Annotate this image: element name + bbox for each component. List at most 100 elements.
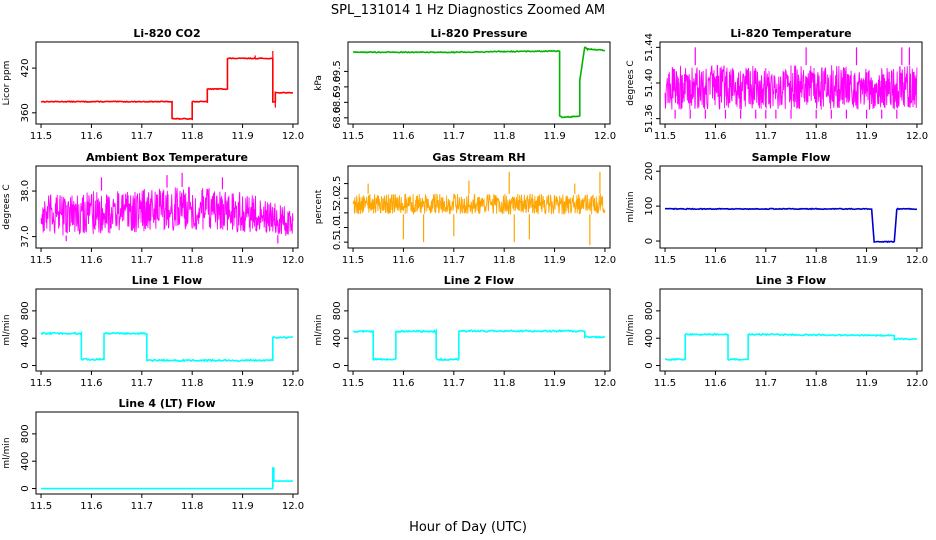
panel-title: Li-820 Pressure	[431, 27, 528, 40]
series-line	[664, 332, 918, 362]
x-tick-label: 11.6	[80, 131, 102, 142]
y-axis-label: degrees C	[626, 60, 636, 105]
y-axis-label: kPa	[314, 75, 324, 91]
x-tick-label: 11.6	[704, 131, 726, 142]
x-tick-label: 11.9	[543, 131, 565, 142]
x-tick-label: 11.7	[443, 378, 465, 389]
x-tick-label: 12.0	[282, 131, 304, 142]
x-tick-label: 11.7	[755, 378, 777, 389]
chart-panel: Line 1 Flow ml/min 11.5 11.6 11.7 11.8 11.9 12.…	[2, 274, 304, 389]
chart-panel: Line 2 Flow ml/min 11.5 11.6 11.7 11.8 11.9 12.…	[314, 274, 616, 389]
y-tick-label: 1.5	[332, 205, 343, 221]
x-tick-label: 11.5	[654, 378, 676, 389]
x-tick-label: 12.0	[594, 255, 616, 266]
y-tick-label: 0	[20, 362, 31, 368]
x-tick-label: 11.9	[231, 501, 253, 512]
y-tick-label: 800	[20, 301, 31, 320]
x-tick-label: 11.6	[392, 255, 414, 266]
y-axis-label: ml/min	[2, 314, 12, 345]
y-tick-label: 51.40	[644, 69, 655, 98]
x-tick-label: 11.8	[493, 378, 515, 389]
x-tick-label: 12.0	[282, 255, 304, 266]
x-tick-label: 11.9	[543, 378, 565, 389]
x-tick-label: 11.7	[131, 255, 153, 266]
y-tick-label: 68.0	[332, 107, 343, 129]
panel-title: Line 2 Flow	[444, 274, 514, 287]
plot-frame	[347, 41, 611, 125]
x-tick-label: 12.0	[594, 131, 616, 142]
panel-title: Gas Stream RH	[432, 151, 525, 164]
y-tick-label: 100	[644, 197, 655, 216]
chart-panel: Li-820 Temperature degrees C 11.5 11.6 11.7 1…	[626, 27, 928, 142]
series-line	[40, 57, 294, 121]
panel-title: Sample Flow	[752, 151, 831, 164]
x-tick-label: 11.6	[392, 378, 414, 389]
y-axis-label: ml/min	[626, 314, 636, 345]
x-tick-label: 11.9	[855, 131, 877, 142]
data-layer	[352, 328, 606, 362]
plot-frame	[347, 165, 611, 249]
series-line	[41, 467, 293, 490]
x-tick-label: 11.5	[30, 255, 52, 266]
plot-frame	[35, 41, 299, 125]
panel-title: Li-820 Temperature	[730, 27, 851, 40]
y-tick-label: 800	[332, 301, 343, 320]
x-tick-label: 11.5	[342, 255, 364, 266]
chart-panel: Line 4 (LT) Flow ml/min 11.5 11.6 11.7 11.8 11…	[2, 397, 304, 512]
y-tick-label: 2.5	[332, 176, 343, 192]
plot-frame	[35, 411, 299, 495]
y-tick-label: 69.0	[332, 76, 343, 98]
x-tick-label: 11.9	[855, 378, 877, 389]
y-tick-label: 0	[644, 362, 655, 368]
x-tick-label: 11.6	[80, 378, 102, 389]
x-tick-label: 11.6	[80, 255, 102, 266]
panel-title: Line 1 Flow	[132, 274, 202, 287]
y-tick-label: 800	[644, 301, 655, 320]
panel-title: Li-820 CO2	[133, 27, 200, 40]
y-tick-label: 360	[20, 103, 31, 122]
x-tick-label: 11.9	[855, 255, 877, 266]
chart-panel: Li-820 CO2 Licor ppm 11.5 11.6 11.7 11.8 11.9 1…	[2, 27, 304, 142]
x-tick-label: 11.7	[755, 131, 777, 142]
x-tick-label: 11.6	[704, 378, 726, 389]
y-tick-label: 37.0	[20, 225, 31, 247]
x-tick-label: 11.6	[80, 501, 102, 512]
data-layer	[40, 330, 294, 363]
panel-title: Ambient Box Temperature	[86, 151, 248, 164]
y-axis-label: Licor ppm	[2, 61, 12, 106]
y-axis-label: percent	[314, 189, 324, 224]
y-tick-label: 0.5	[332, 234, 343, 250]
x-tick-label: 11.7	[131, 131, 153, 142]
x-tick-label: 11.8	[181, 131, 203, 142]
y-tick-label: 0	[332, 362, 343, 368]
y-axis-label: ml/min	[2, 437, 12, 468]
x-tick-label: 12.0	[282, 501, 304, 512]
panel-grid: Li-820 CO2 Licor ppm 11.5 11.6 11.7 11.8 11.9 1…	[2, 27, 928, 512]
panel-title: Line 3 Flow	[756, 274, 826, 287]
x-tick-label: 12.0	[906, 255, 928, 266]
x-tick-label: 11.5	[654, 131, 676, 142]
panel-title: Line 4 (LT) Flow	[119, 397, 216, 410]
y-tick-label: 1.0	[332, 220, 343, 236]
data-layer	[664, 207, 918, 244]
y-axis-label: ml/min	[314, 314, 324, 345]
data-layer	[664, 47, 918, 119]
x-tick-label: 12.0	[282, 378, 304, 389]
x-tick-label: 11.8	[181, 378, 203, 389]
series-line	[40, 186, 294, 236]
y-axis-label: ml/min	[626, 191, 636, 222]
x-tick-label: 11.5	[30, 131, 52, 142]
plot-frame	[659, 165, 923, 249]
x-tick-label: 11.7	[131, 501, 153, 512]
y-tick-label: 69.5	[332, 60, 343, 82]
y-axis-label: degrees C	[2, 184, 12, 229]
plot-frame	[35, 288, 299, 372]
x-tick-label: 11.8	[805, 131, 827, 142]
series-line	[664, 207, 918, 244]
y-tick-label: 68.5	[332, 91, 343, 113]
chart-panel: Sample Flow ml/min 11.5 11.6 11.7 11.8 11.9 12.…	[626, 151, 928, 266]
x-tick-label: 11.7	[443, 255, 465, 266]
x-tick-label: 11.9	[231, 131, 253, 142]
series-line	[352, 193, 606, 216]
x-tick-label: 11.7	[131, 378, 153, 389]
